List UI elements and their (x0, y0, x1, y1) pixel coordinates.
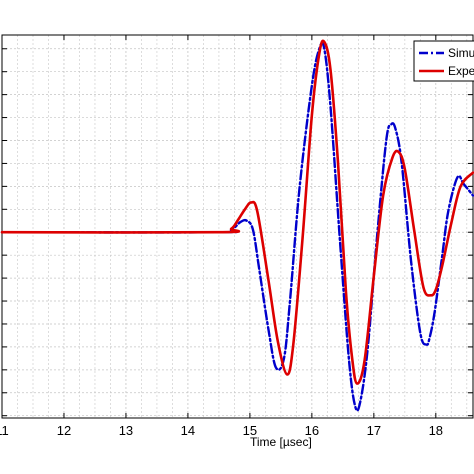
major-gridlines (2, 35, 473, 418)
legend: Simu Expe (413, 40, 474, 82)
x-tick-label: 15 (243, 423, 257, 438)
series-line-simu (0, 41, 474, 412)
x-tick-label: 14 (181, 423, 195, 438)
legend-label-expe: Expe (448, 64, 474, 78)
series-layer (0, 39, 474, 412)
x-axis-title: Time [µsec] (250, 435, 312, 449)
x-tick-labels: 11 12 13 14 15 16 17 18 (0, 423, 443, 438)
x-tick-label: 18 (429, 423, 443, 438)
series-line-expe (0, 39, 474, 385)
x-tick-label: 13 (119, 423, 133, 438)
x-tick-label: 12 (57, 423, 71, 438)
legend-box (413, 40, 474, 82)
legend-label-simu: Simu (448, 46, 474, 60)
x-tick-label: 17 (367, 423, 381, 438)
plot-area-frame (1, 34, 474, 419)
x-tick-label: 11 (0, 423, 9, 438)
x-tick-label: 16 (305, 423, 319, 438)
